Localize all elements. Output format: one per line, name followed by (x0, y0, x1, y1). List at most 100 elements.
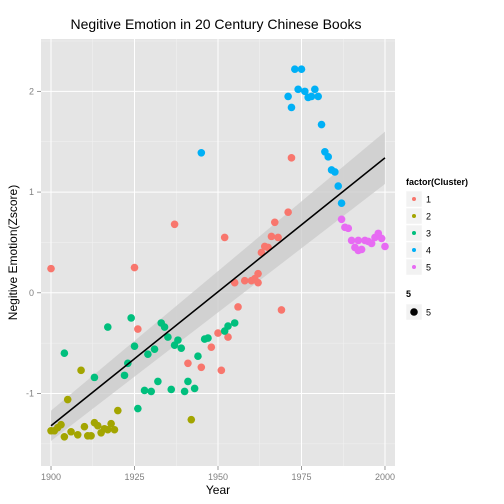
x-axis-title: Year (206, 483, 230, 497)
chart-title: Negitive Emotion in 20 Century Chinese B… (70, 16, 361, 32)
data-point-cluster-2 (77, 366, 85, 375)
data-point-cluster-1 (234, 303, 242, 311)
legend: factor(Cluster) 1 2 3 4 5 5 5 (405, 177, 468, 321)
data-point-cluster-3 (130, 342, 139, 350)
data-point-cluster-3 (194, 352, 202, 361)
data-point-cluster-4 (331, 168, 339, 176)
y-axis: -1 0 1 2 (26, 86, 41, 398)
data-point-cluster-4 (291, 65, 299, 74)
data-point-cluster-1 (254, 278, 262, 287)
data-point-cluster-5 (354, 236, 363, 245)
data-point-cluster-3 (164, 333, 172, 341)
data-point-cluster-3 (144, 350, 152, 359)
data-point-cluster-2 (107, 419, 115, 428)
data-point-cluster-4 (307, 92, 316, 101)
y-tick-label: 1 (29, 187, 34, 197)
x-tick-label: 1975 (291, 472, 311, 482)
data-point-cluster-1 (224, 333, 232, 341)
data-point-cluster-4 (197, 148, 206, 157)
data-point-cluster-3 (224, 322, 232, 330)
data-point-cluster-3 (120, 371, 129, 380)
data-point-cluster-5 (347, 236, 356, 245)
legend-size-title: 5 (406, 289, 411, 299)
legend-key-dot-4 (412, 248, 416, 252)
x-tick-label: 1900 (41, 472, 61, 482)
data-point-cluster-2 (57, 420, 65, 429)
data-point-cluster-5 (344, 224, 353, 233)
y-axis-title: Negitive Emotion(Zscore) (6, 185, 20, 320)
data-point-cluster-3 (140, 386, 149, 395)
data-point-cluster-1 (270, 218, 279, 227)
data-point-cluster-3 (177, 344, 186, 352)
data-point-cluster-4 (301, 87, 309, 96)
data-point-cluster-1 (267, 232, 276, 241)
legend-key-dot-1 (412, 197, 416, 201)
legend-key-label: 1 (426, 195, 431, 205)
data-point-cluster-2 (67, 427, 75, 436)
data-point-cluster-5 (367, 239, 376, 248)
data-point-cluster-1 (287, 154, 296, 162)
legend-key-dot-3 (412, 231, 416, 235)
data-point-cluster-2 (60, 432, 69, 441)
data-point-cluster-5 (337, 215, 346, 224)
data-point-cluster-4 (337, 199, 346, 207)
plot-area (41, 39, 395, 466)
data-point-cluster-1 (47, 264, 55, 273)
data-point-cluster-3 (167, 385, 176, 394)
data-point-cluster-3 (204, 334, 212, 342)
y-tick-label: -1 (26, 388, 34, 398)
data-point-cluster-5 (377, 234, 386, 243)
data-point-cluster-3 (134, 404, 142, 413)
data-point-cluster-1 (254, 269, 262, 278)
data-point-cluster-2 (73, 430, 82, 439)
data-point-cluster-2 (93, 421, 102, 430)
legend-key-label: 3 (426, 229, 431, 239)
data-point-cluster-4 (317, 120, 326, 129)
data-point-cluster-5 (357, 245, 366, 254)
data-point-cluster-3 (184, 377, 192, 386)
data-point-cluster-1 (207, 343, 216, 351)
data-point-cluster-4 (284, 92, 292, 101)
data-point-cluster-2 (103, 425, 112, 434)
data-point-cluster-2 (187, 415, 196, 424)
data-point-cluster-4 (334, 182, 343, 190)
data-point-cluster-1 (240, 276, 249, 285)
data-point-cluster-1 (284, 208, 292, 217)
scatter-points (47, 65, 389, 441)
data-point-cluster-3 (230, 319, 239, 327)
legend-color-keys: 1 2 3 4 5 (405, 190, 431, 276)
trend-line (50, 157, 386, 427)
data-point-cluster-1 (197, 363, 206, 372)
data-point-cluster-4 (294, 85, 302, 94)
legend-size-label: 5 (426, 308, 431, 318)
data-point-cluster-1 (214, 329, 222, 337)
legend-key-label: 2 (426, 212, 431, 222)
legend-color-title: factor(Cluster) (406, 177, 468, 187)
data-point-cluster-3 (147, 387, 156, 396)
data-point-cluster-1 (274, 233, 282, 242)
data-point-cluster-2 (87, 431, 95, 440)
legend-key-dot-5 (412, 265, 416, 269)
data-point-cluster-3 (174, 336, 182, 344)
data-point-cluster-1 (257, 248, 266, 257)
data-point-cluster-1 (130, 263, 139, 272)
x-tick-label: 2000 (375, 472, 395, 482)
data-point-cluster-4 (297, 65, 306, 74)
data-point-cluster-2 (114, 406, 122, 415)
data-point-cluster-4 (324, 153, 333, 161)
x-axis: 1900 1925 1950 1975 2000 (41, 466, 395, 482)
data-point-cluster-1 (217, 366, 226, 375)
data-point-cluster-3 (180, 387, 189, 396)
data-point-cluster-3 (150, 345, 159, 353)
data-point-cluster-3 (60, 349, 69, 358)
data-point-cluster-2 (80, 422, 89, 431)
data-point-cluster-1 (170, 220, 179, 229)
data-point-cluster-1 (277, 306, 286, 314)
data-point-cluster-4 (311, 85, 319, 94)
legend-key-label: 5 (426, 263, 431, 273)
y-tick-label: 0 (29, 288, 34, 298)
data-point-cluster-2 (63, 395, 72, 404)
x-tick-label: 1950 (208, 472, 228, 482)
data-point-cluster-3 (127, 314, 135, 322)
